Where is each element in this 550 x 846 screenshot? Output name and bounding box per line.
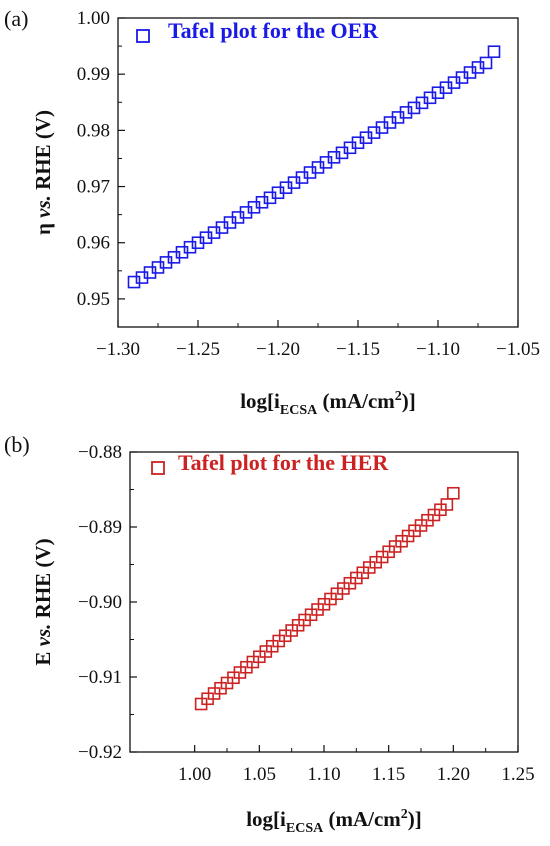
y-axis-label-symbol: η [31, 218, 55, 235]
y-axis-label: η vs. RHE (V) [31, 110, 55, 235]
x-axis-label-close: )] [408, 807, 422, 831]
y-tick-label: 0.98 [77, 120, 110, 141]
x-axis-label-sub: ECSA [280, 403, 318, 418]
y-axis-label: E vs. RHE (V) [31, 538, 55, 665]
x-tick-label: 1.25 [501, 764, 534, 785]
data-point [327, 151, 341, 164]
x-axis-label-sup: 2 [395, 389, 402, 404]
x-axis-label-main: log[i [246, 807, 286, 831]
data-point [479, 56, 493, 70]
data-point [447, 486, 460, 500]
x-axis-label-close: )] [402, 389, 416, 413]
y-tick-label: 1.00 [77, 8, 110, 29]
data-point [399, 106, 413, 119]
x-tick-label: −1.15 [336, 339, 380, 360]
y-tick-label: −0.90 [78, 592, 122, 613]
legend-label: Tafel plot for the HER [178, 450, 389, 475]
y-axis-label-unit: RHE (V) [31, 110, 55, 195]
chart-panel-a: −1.30 −1.25 −1.20 −1.15 −1.10 −1.05 0.95 0.96 0.… [4, 6, 540, 418]
data-point [471, 61, 485, 74]
y-tick-label: 0.97 [77, 177, 110, 198]
y-tick-label: −0.88 [78, 442, 122, 463]
y-axis-label-vs: vs. [31, 624, 55, 647]
y-axis-label-unit: RHE (V) [31, 538, 55, 623]
data-point [127, 275, 141, 289]
x-tick-label: −1.20 [256, 339, 300, 360]
x-tick-label: 1.00 [178, 764, 211, 785]
y-tick-label: 0.99 [77, 64, 110, 85]
y-axis-label-symbol: E [31, 646, 55, 665]
x-axis-label-unit: (mA/cm [323, 807, 401, 831]
x-axis-label-main: log[i [240, 389, 280, 413]
plot-frame [129, 451, 519, 753]
panel-label: (a) [4, 6, 28, 31]
x-axis-label-unit: (mA/cm [317, 389, 395, 413]
y-tick-label: −0.92 [78, 742, 122, 763]
legend-marker [151, 461, 165, 475]
x-tick-label: 1.15 [372, 764, 405, 785]
y-tick-label: 0.96 [77, 233, 110, 254]
panel-label: (b) [4, 432, 30, 457]
x-tick-label: −1.10 [416, 339, 460, 360]
y-tick-label: 0.95 [77, 289, 110, 310]
x-tick-label: 1.10 [307, 764, 340, 785]
y-tick-label: −0.89 [78, 517, 122, 538]
x-tick-label: 1.05 [243, 764, 276, 785]
x-tick-label: 1.20 [437, 764, 470, 785]
legend-label: Tafel plot for the OER [168, 18, 379, 43]
x-axis-label: log[iECSA (mA/cm2)] [240, 389, 416, 418]
y-axis-label-vs: vs. [31, 195, 55, 218]
x-tick-label: −1.30 [96, 339, 140, 360]
data-point [183, 240, 197, 254]
y-tick-label: −0.91 [78, 667, 122, 688]
data-point [487, 45, 501, 59]
x-axis-label: log[iECSA (mA/cm2)] [246, 807, 422, 836]
chart-panel-b: 1.00 1.05 1.10 1.15 1.20 1.25 −0.92 −0.91 −0.90 −… [4, 432, 535, 836]
x-tick-label: −1.05 [496, 339, 540, 360]
data-point [440, 498, 454, 511]
x-axis-label-sup: 2 [401, 807, 408, 822]
legend-marker [136, 29, 150, 43]
data-point [255, 195, 269, 209]
x-tick-label: −1.25 [176, 339, 220, 360]
x-axis-label-sub: ECSA [286, 821, 324, 836]
